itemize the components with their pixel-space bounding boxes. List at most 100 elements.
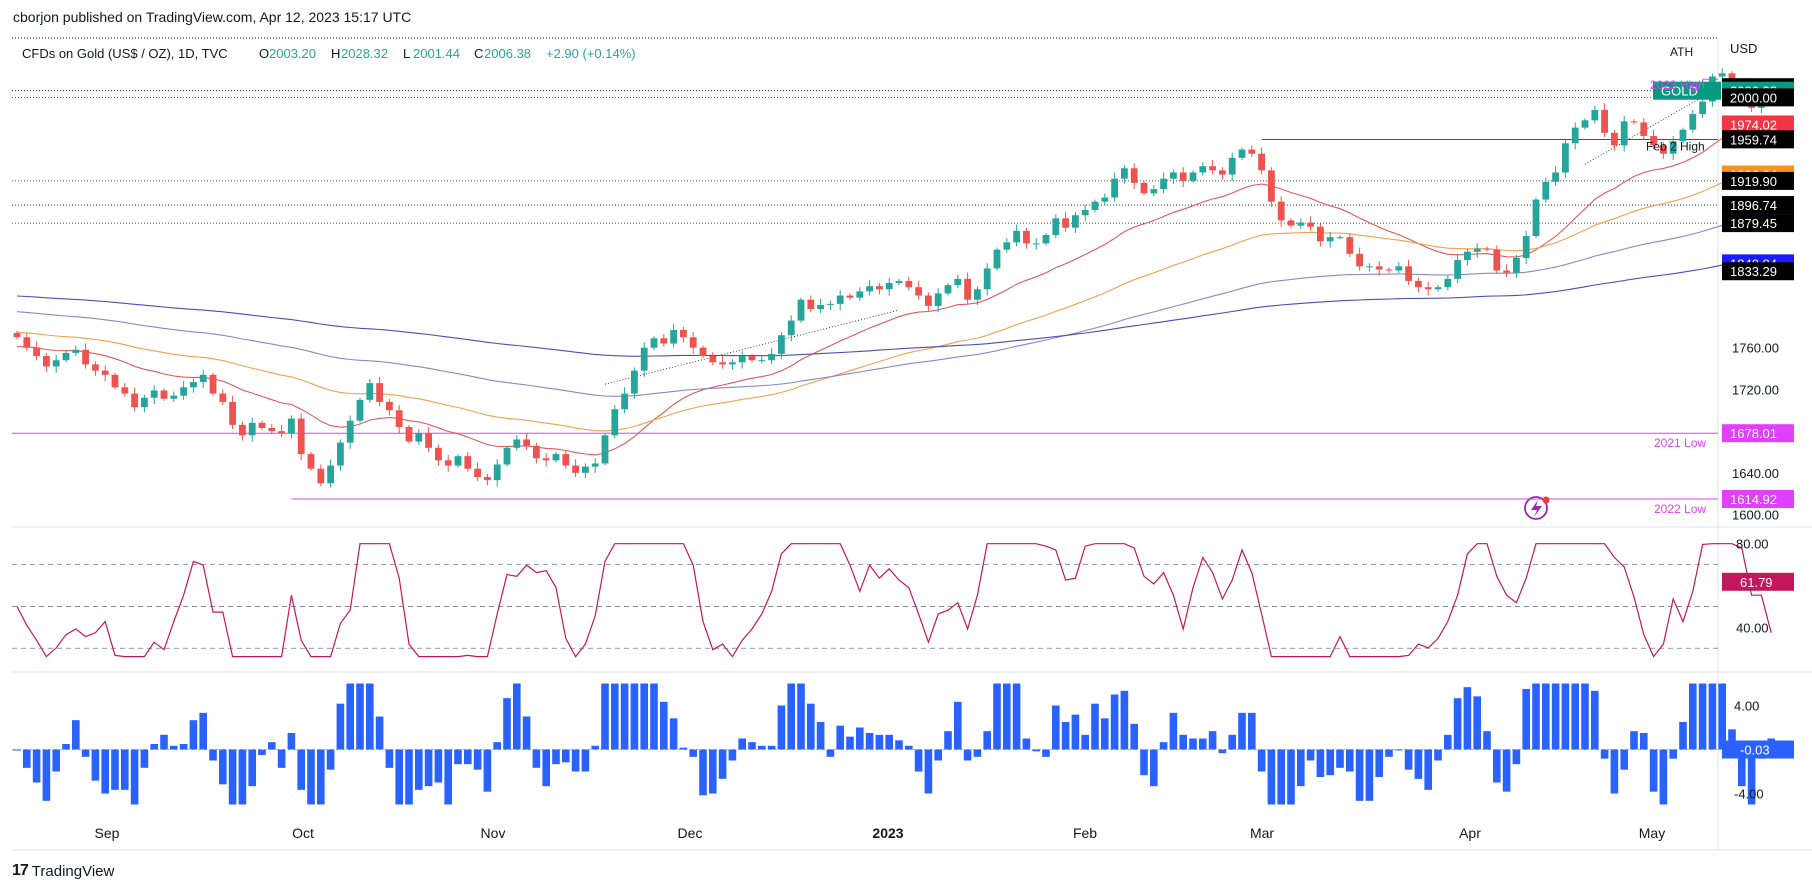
- ohlc-letter: H: [331, 46, 340, 61]
- hist-bar: [856, 727, 864, 750]
- candle-body: [425, 433, 432, 448]
- candle-body: [1336, 237, 1344, 239]
- rsi-tick-label: 40.00: [1736, 620, 1769, 635]
- candle: [582, 463, 589, 479]
- x-tick-label: Apr: [1459, 825, 1481, 841]
- candle-body: [170, 395, 178, 399]
- hist-bar: [356, 683, 364, 750]
- hist-bar: [121, 749, 129, 790]
- candle-body: [1111, 178, 1118, 198]
- currency-label: USD: [1730, 41, 1757, 56]
- candle: [464, 451, 472, 472]
- candle-body: [1669, 141, 1677, 154]
- candle: [748, 353, 756, 363]
- candle-body: [1503, 270, 1510, 273]
- candle-body: [1415, 280, 1422, 288]
- candle-body: [464, 456, 472, 469]
- rsi-value-label: 61.79: [1740, 575, 1773, 590]
- candle-body: [1170, 172, 1177, 179]
- hist-bar: [963, 749, 972, 761]
- hist-bar: [111, 749, 119, 790]
- candle: [484, 473, 491, 486]
- price-tag: 1614.92: [1730, 492, 1777, 507]
- x-tick-label: May: [1639, 825, 1665, 841]
- candle: [160, 388, 168, 401]
- candle-body: [631, 370, 638, 394]
- candle-body: [1101, 197, 1109, 202]
- candle: [1395, 262, 1403, 274]
- hist-bar: [1395, 749, 1403, 751]
- hist-bar: [1071, 714, 1080, 750]
- candle: [503, 445, 511, 467]
- candle-body: [729, 362, 736, 365]
- hist-bar: [1159, 742, 1168, 750]
- candle-body: [601, 435, 609, 464]
- candle: [1101, 193, 1109, 205]
- gold-symbol-tag: GOLD: [1661, 84, 1698, 99]
- price-tag-bg: [1722, 130, 1794, 149]
- hist-bar: [1032, 749, 1040, 752]
- candle: [1415, 277, 1422, 293]
- candle: [1287, 218, 1295, 228]
- candle-body: [503, 447, 511, 465]
- candle-body: [1571, 127, 1579, 144]
- candle: [650, 336, 658, 350]
- candle-body: [983, 268, 991, 290]
- hist-bar: [101, 749, 109, 794]
- hist-bar: [1620, 749, 1628, 770]
- candle-body: [1277, 201, 1285, 221]
- hist-bar: [1571, 683, 1579, 750]
- hist-bar: [1522, 689, 1530, 750]
- hist-bar: [1140, 749, 1148, 776]
- candle-body: [748, 356, 756, 361]
- hist-bar: [1649, 749, 1658, 792]
- hist-bar: [248, 749, 256, 787]
- candle: [1326, 231, 1334, 248]
- candle-body: [356, 399, 364, 421]
- hist-bar: [189, 720, 198, 750]
- candle-body: [1366, 266, 1373, 268]
- candle-body: [768, 353, 775, 361]
- candle: [1581, 118, 1589, 130]
- candle-body: [1493, 249, 1501, 271]
- candle-body: [1513, 257, 1520, 273]
- candle: [1189, 170, 1197, 183]
- candle-body: [680, 329, 687, 338]
- candle-body: [1130, 168, 1138, 183]
- candle: [660, 334, 668, 347]
- candle: [307, 451, 315, 471]
- hist-bar: [1199, 738, 1207, 750]
- hist-bar: [1404, 749, 1413, 770]
- ath-label: ATH: [1670, 45, 1693, 59]
- candle: [1366, 263, 1373, 272]
- hist-bar: [797, 683, 805, 750]
- hist-tick-label: -4.00: [1734, 787, 1764, 802]
- candle-body: [1532, 199, 1540, 237]
- candle-body: [415, 433, 423, 442]
- candle-body: [1385, 269, 1393, 271]
- x-tick-label: 2023: [872, 825, 903, 841]
- tradingview-footer[interactable]: 17 TradingView: [12, 862, 114, 880]
- hist-bar: [1120, 690, 1129, 750]
- candle: [1513, 254, 1520, 278]
- hist-bar: [1150, 749, 1158, 787]
- hist-bar: [718, 749, 727, 779]
- candle-body: [219, 393, 227, 402]
- hist-bar: [179, 744, 188, 750]
- candle-body: [43, 356, 50, 367]
- rsi-tick-label: 80.00: [1736, 537, 1769, 552]
- candle-body: [1091, 201, 1099, 211]
- candle: [209, 372, 217, 396]
- price-tag: 2000.00: [1730, 90, 1777, 105]
- candle: [1346, 232, 1354, 257]
- hist-bar: [307, 749, 315, 805]
- price-tag-bg: [1722, 214, 1794, 233]
- hist-bar: [1003, 683, 1011, 750]
- candle: [1003, 238, 1011, 253]
- hist-bar: [1747, 749, 1756, 805]
- hist-bar: [1551, 683, 1560, 750]
- candle-body: [52, 360, 60, 367]
- hist-bar: [993, 683, 1001, 750]
